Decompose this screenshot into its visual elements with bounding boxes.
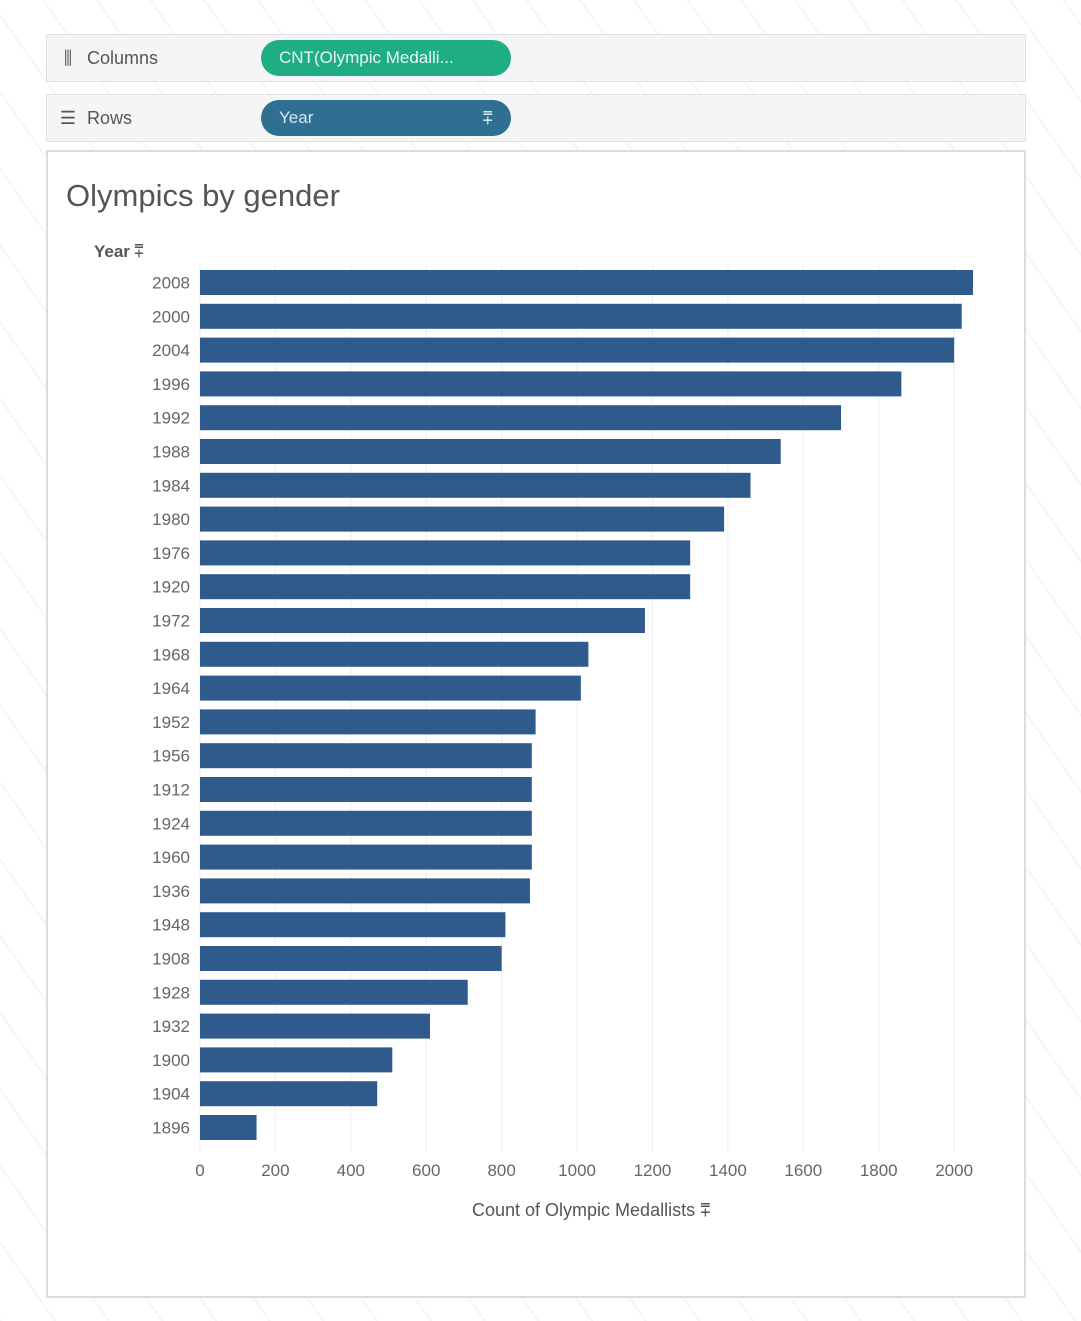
bar[interactable]	[200, 270, 973, 295]
y-tick-label: 1920	[152, 578, 190, 597]
y-tick-label: 1924	[152, 814, 190, 833]
y-tick-label: 1988	[152, 443, 190, 462]
x-tick-label: 800	[487, 1161, 515, 1180]
x-tick-label: 1400	[709, 1161, 747, 1180]
bar[interactable]	[200, 777, 532, 802]
bar[interactable]	[200, 641, 589, 667]
sort-descending-icon[interactable]: ⩱	[482, 108, 493, 128]
y-tick-label: 1900	[152, 1051, 190, 1070]
y-tick-label: 2004	[152, 341, 190, 360]
rows-shelf[interactable]: ☰ Rows Year ⩱	[46, 94, 1026, 142]
columns-pill-label: CNT(Olympic Medalli...	[279, 48, 454, 67]
y-tick-label: 1956	[152, 747, 190, 766]
x-tick-label: 0	[195, 1161, 204, 1180]
x-tick-label: 1800	[860, 1161, 898, 1180]
bar[interactable]	[200, 1081, 378, 1107]
y-tick-label: 1960	[152, 848, 190, 867]
bar[interactable]	[200, 946, 502, 971]
y-tick-label: 1904	[152, 1085, 190, 1104]
bar[interactable]	[200, 1013, 431, 1039]
y-tick-label: 1992	[152, 409, 190, 428]
bar[interactable]	[200, 675, 581, 701]
bar[interactable]	[200, 709, 536, 735]
x-axis-title-label: Count of Olympic Medallists	[472, 1200, 696, 1220]
viz-sheet: Olympics by gender Year ⩱ 2008 2000 2004 199…	[46, 150, 1026, 1298]
bar[interactable]	[200, 608, 645, 633]
bar[interactable]	[200, 912, 506, 938]
x-tick-label: 1000	[558, 1161, 596, 1180]
bar[interactable]	[200, 371, 902, 397]
rows-shelf-label: Rows	[87, 108, 133, 128]
y-tick-label: 1996	[152, 375, 190, 394]
bar[interactable]	[200, 810, 532, 836]
sheet-title: Olympics by gender	[66, 178, 340, 213]
x-axis-title[interactable]: Count of Olympic Medallists ⩱	[472, 1200, 711, 1221]
y-tick-label: 2008	[152, 274, 190, 293]
y-tick-label: 1932	[152, 1017, 190, 1036]
bar[interactable]	[200, 506, 725, 532]
columns-shelf[interactable]: ⫼ Columns CNT(Olympic Medalli...	[46, 34, 1026, 82]
x-tick-label: 1600	[784, 1161, 822, 1180]
bar[interactable]	[200, 540, 691, 566]
y-tick-label: 1928	[152, 983, 190, 1002]
x-axis-sort-icon[interactable]: ⩱	[700, 1200, 711, 1220]
bar[interactable]	[200, 574, 691, 600]
bar[interactable]	[200, 472, 751, 498]
bar[interactable]	[200, 303, 962, 329]
row-header-sort-icon[interactable]: ⩱	[133, 242, 144, 261]
y-tick-label: 1976	[152, 544, 190, 563]
bar[interactable]	[200, 337, 955, 363]
y-tick-label: 1908	[152, 950, 190, 969]
x-tick-label: 200	[261, 1161, 289, 1180]
y-tick-label: 1948	[152, 916, 190, 935]
x-tick-label: 2000	[935, 1161, 973, 1180]
row-header[interactable]: Year ⩱	[94, 242, 144, 262]
y-tick-label: 1984	[152, 476, 190, 495]
rows-pill-label: Year	[279, 108, 314, 127]
columns-pill[interactable]: CNT(Olympic Medalli...	[261, 40, 511, 76]
y-tick-label: 2000	[152, 307, 190, 326]
y-tick-label: 1980	[152, 510, 190, 529]
y-tick-label: 1912	[152, 781, 190, 800]
bar[interactable]	[200, 979, 468, 1005]
y-tick-label: 1952	[152, 713, 190, 732]
columns-shelf-label: Columns	[87, 48, 159, 68]
x-tick-label: 1200	[634, 1161, 672, 1180]
bar[interactable]	[200, 1047, 393, 1073]
x-tick-label: 600	[412, 1161, 440, 1180]
y-tick-label: 1968	[152, 645, 190, 664]
bar[interactable]	[200, 1115, 257, 1140]
bar[interactable]	[200, 405, 842, 431]
columns-shelf-label-group: ⫼ Columns	[57, 48, 158, 69]
bar[interactable]	[200, 743, 532, 769]
bar[interactable]	[200, 439, 781, 464]
bar[interactable]	[200, 844, 532, 870]
y-tick-label: 1972	[152, 612, 190, 631]
rows-icon: ☰	[59, 108, 77, 128]
bar-chart: 2008200020041996199219881984198019761920…	[152, 264, 973, 1180]
x-tick-label: 400	[337, 1161, 365, 1180]
bar[interactable]	[200, 878, 530, 904]
y-tick-label: 1964	[152, 679, 190, 698]
rows-shelf-label-group: ☰ Rows	[57, 108, 132, 129]
columns-icon: ⫼	[63, 48, 73, 68]
rows-pill[interactable]: Year ⩱	[261, 100, 511, 136]
row-header-label: Year	[94, 242, 130, 261]
y-tick-label: 1936	[152, 882, 190, 901]
y-tick-label: 1896	[152, 1119, 190, 1138]
